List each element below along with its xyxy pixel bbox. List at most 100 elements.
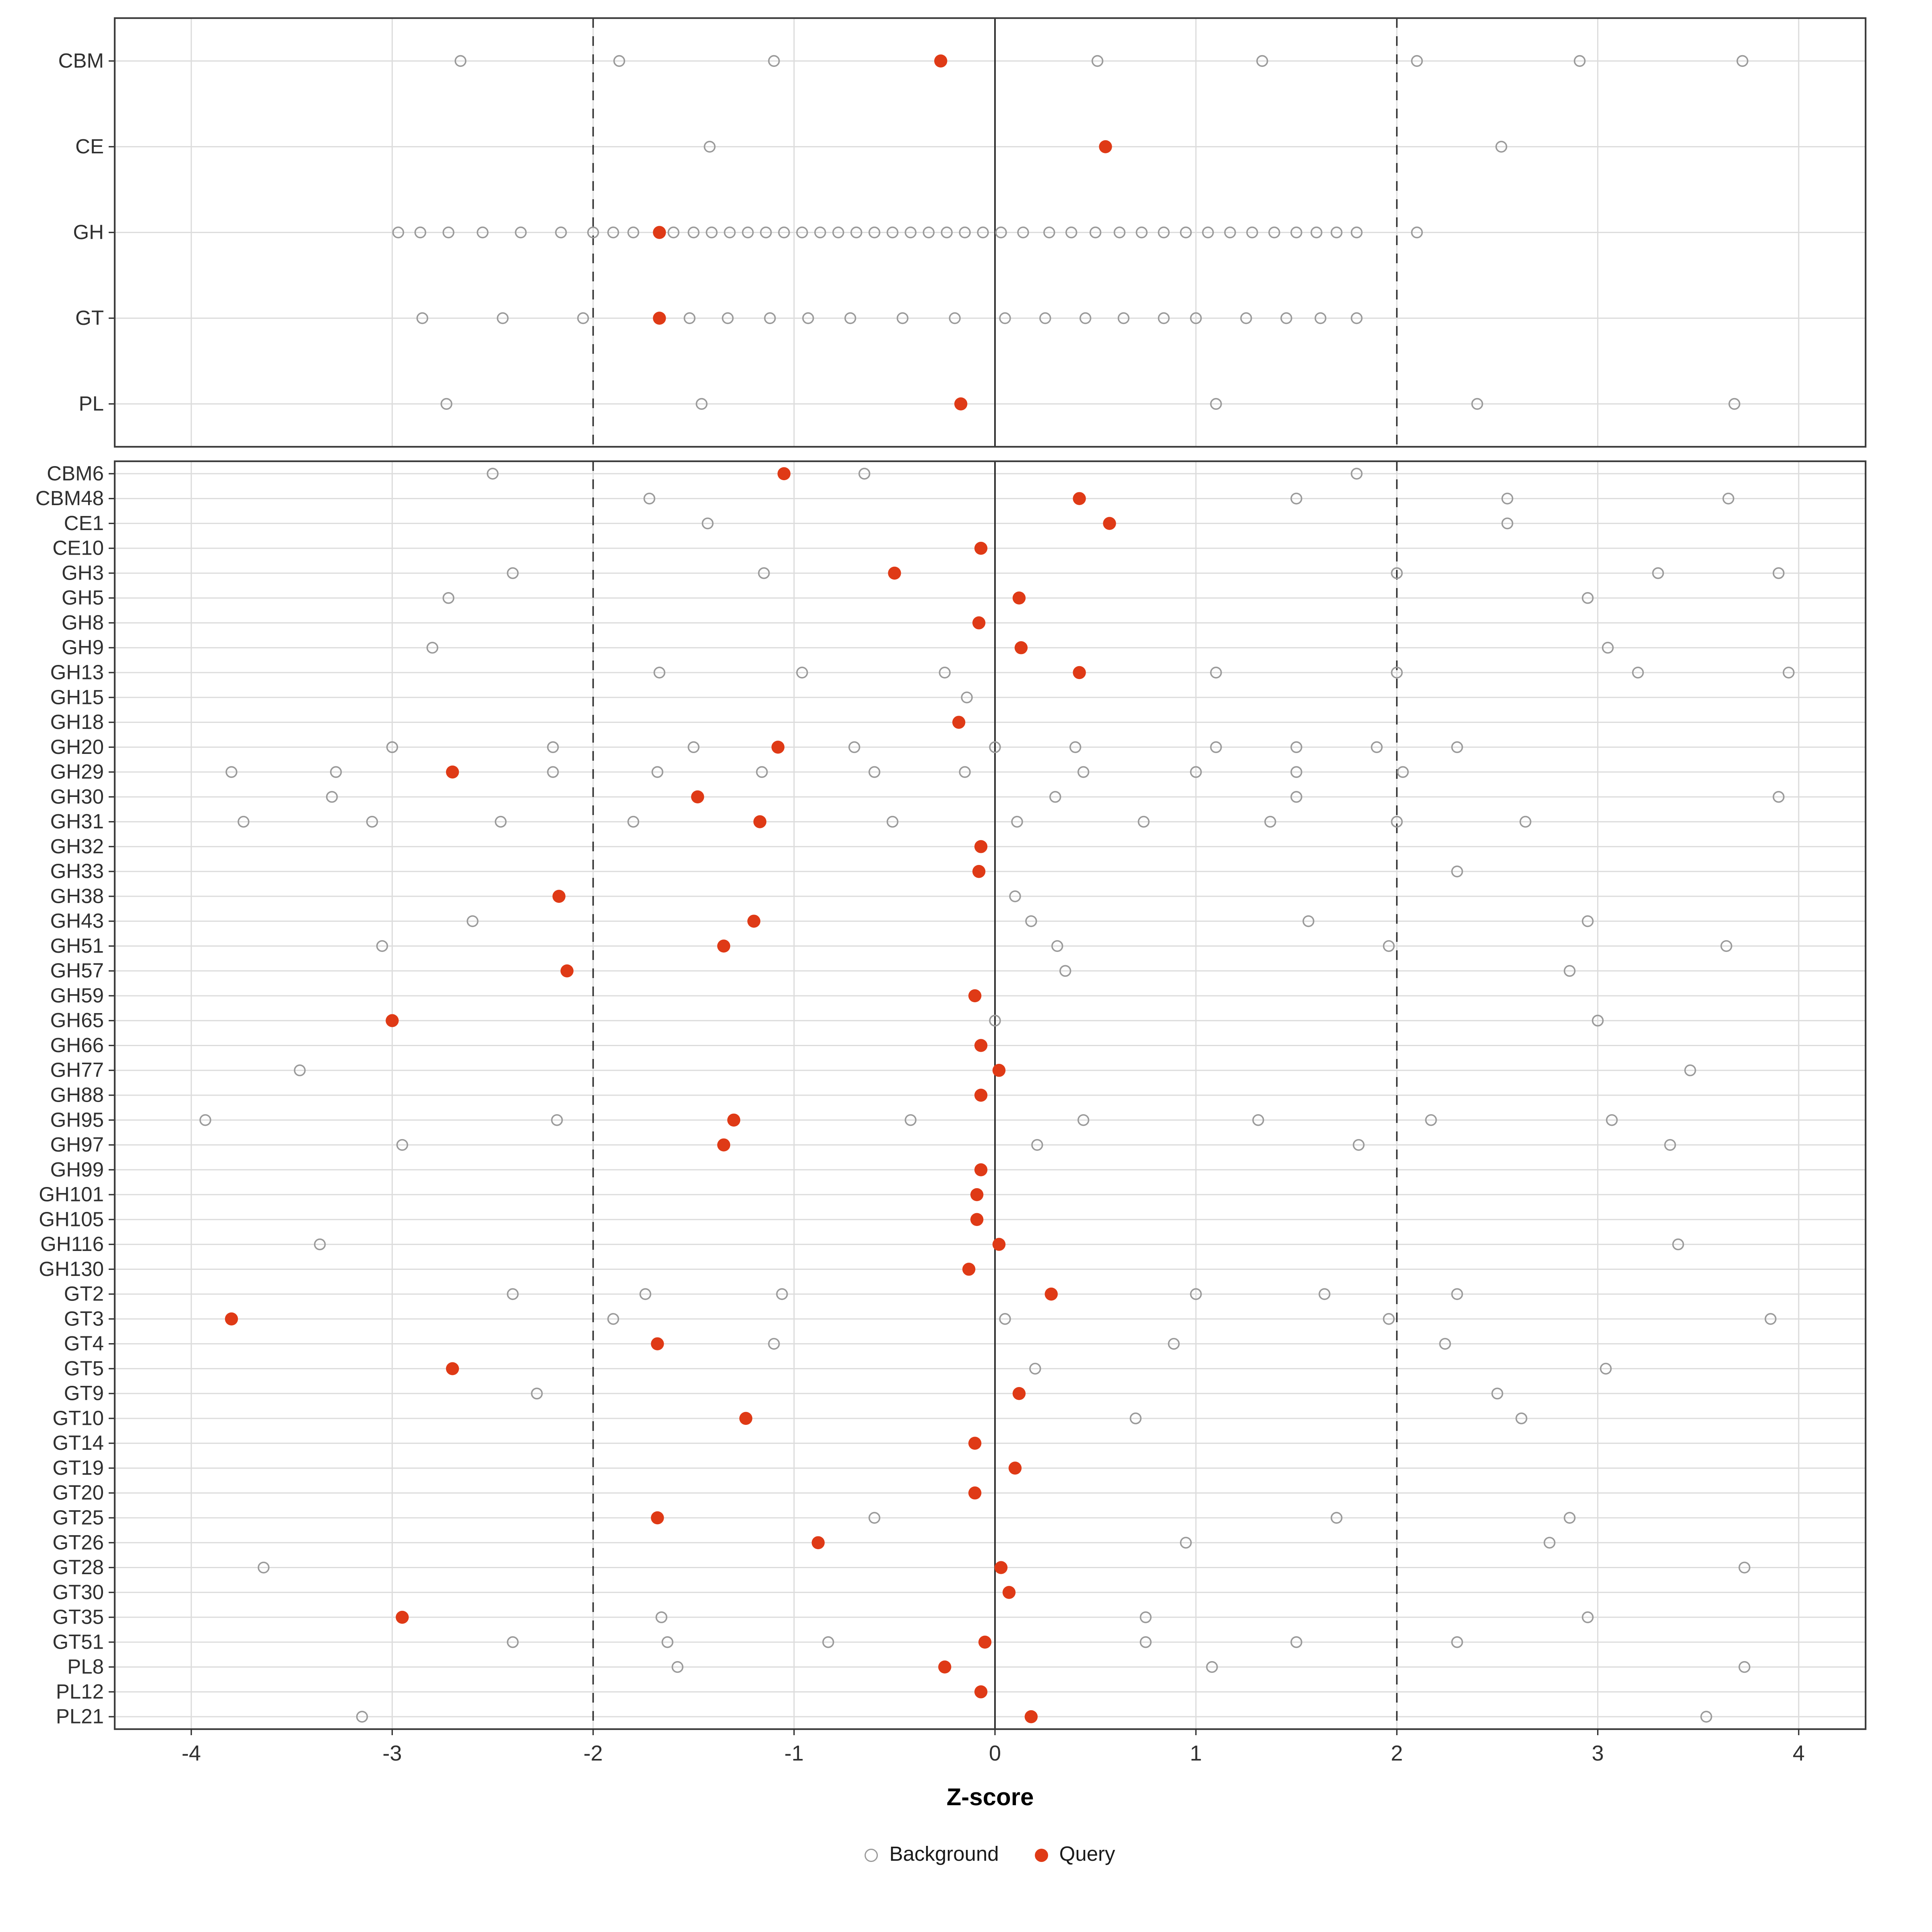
- query-point: [972, 865, 986, 878]
- background-point: [1168, 1338, 1180, 1350]
- background-point: [1077, 1114, 1090, 1126]
- background-point: [587, 226, 599, 239]
- query-point: [1008, 1461, 1022, 1475]
- panel-border: [114, 17, 1867, 448]
- background-point: [507, 567, 519, 579]
- y-axis-label: CBM: [58, 49, 104, 72]
- background-point: [627, 226, 640, 239]
- y-axis-label: GT19: [52, 1456, 104, 1479]
- background-point: [515, 226, 527, 239]
- background-point: [1600, 1362, 1612, 1375]
- background-point: [1700, 1711, 1712, 1723]
- background-point: [1632, 667, 1644, 679]
- query-point: [1014, 641, 1028, 654]
- query-point: [968, 989, 982, 1003]
- background-point: [507, 1636, 519, 1648]
- background-point: [687, 741, 700, 753]
- background-point: [466, 915, 479, 927]
- background-point: [1206, 1661, 1218, 1673]
- background-point: [1190, 312, 1202, 324]
- background-point: [1158, 226, 1170, 239]
- background-point: [607, 226, 619, 239]
- background-point: [1451, 1288, 1463, 1300]
- y-axis-label: GH18: [50, 710, 104, 733]
- y-axis-label: GH5: [62, 586, 104, 609]
- query-point: [446, 765, 459, 779]
- background-point: [1722, 492, 1734, 505]
- background-point: [706, 226, 718, 239]
- background-point: [655, 1611, 668, 1623]
- y-axis-label: CE10: [52, 537, 104, 559]
- query-point: [974, 1039, 988, 1052]
- background-point: [1315, 312, 1327, 324]
- background-point: [1113, 226, 1126, 239]
- y-axis-label: GH97: [50, 1133, 104, 1156]
- y-axis-label: GT20: [52, 1481, 104, 1504]
- legend-item-background: Background: [865, 1843, 999, 1867]
- query-point: [1073, 666, 1086, 679]
- y-axis-label: GH77: [50, 1059, 104, 1082]
- background-point: [577, 312, 589, 324]
- background-point: [627, 815, 640, 828]
- background-point: [1391, 567, 1403, 579]
- background-point: [1252, 1114, 1264, 1126]
- background-point: [1318, 1288, 1331, 1300]
- background-point: [1290, 1636, 1302, 1648]
- y-axis-label: GT: [75, 306, 104, 329]
- background-point: [1311, 226, 1323, 239]
- query-point: [1012, 591, 1026, 605]
- background-point: [1065, 226, 1077, 239]
- x-tick-label: -2: [584, 1741, 603, 1765]
- background-point: [756, 766, 768, 778]
- query-point: [952, 716, 966, 729]
- background-point: [959, 766, 971, 778]
- y-axis-label: GH31: [50, 810, 104, 833]
- background-point: [1139, 1636, 1152, 1648]
- background-point: [1501, 492, 1513, 505]
- class-panel: CBM CE GH GT PL: [58, 17, 1867, 448]
- background-point: [1544, 1537, 1556, 1549]
- x-tick-label: 0: [989, 1741, 1001, 1765]
- legend-label-background: Background: [889, 1843, 999, 1866]
- background-point: [764, 312, 776, 324]
- background-point: [1728, 398, 1740, 410]
- background-point: [1383, 940, 1395, 952]
- background-point: [1581, 915, 1594, 927]
- query-point: [747, 914, 761, 928]
- background-point: [607, 1313, 619, 1325]
- query-point: [992, 1238, 1006, 1251]
- background-point: [1290, 791, 1302, 803]
- background-point: [1495, 140, 1507, 153]
- x-tick-label: -4: [182, 1741, 201, 1765]
- query-point: [386, 1014, 399, 1027]
- background-point: [1383, 1313, 1395, 1325]
- background-point: [961, 691, 973, 704]
- background-point: [1069, 741, 1082, 753]
- background-point: [1425, 1114, 1437, 1126]
- background-point: [613, 55, 625, 67]
- y-axis-label: GH57: [50, 959, 104, 982]
- query-point: [974, 1163, 988, 1177]
- query-point: [978, 1635, 992, 1649]
- background-point: [1158, 312, 1170, 324]
- background-point: [814, 226, 826, 239]
- background-point: [1738, 1661, 1750, 1673]
- background-point: [1451, 1636, 1463, 1648]
- x-tick-label: 3: [1592, 1741, 1604, 1765]
- x-axis-title: Z-score: [946, 1785, 1034, 1811]
- background-point: [551, 1114, 563, 1126]
- background-point: [1011, 815, 1023, 828]
- background-point: [1290, 741, 1302, 753]
- background-point: [1190, 766, 1202, 778]
- background-point: [949, 312, 961, 324]
- background-point: [416, 312, 428, 324]
- y-axis-label: GH38: [50, 884, 104, 907]
- background-point: [376, 940, 388, 952]
- query-point: [739, 1412, 753, 1425]
- x-tick-label: 4: [1793, 1741, 1805, 1765]
- y-axis-label: GH88: [50, 1084, 104, 1106]
- background-point: [653, 667, 666, 679]
- background-point: [1330, 1512, 1343, 1524]
